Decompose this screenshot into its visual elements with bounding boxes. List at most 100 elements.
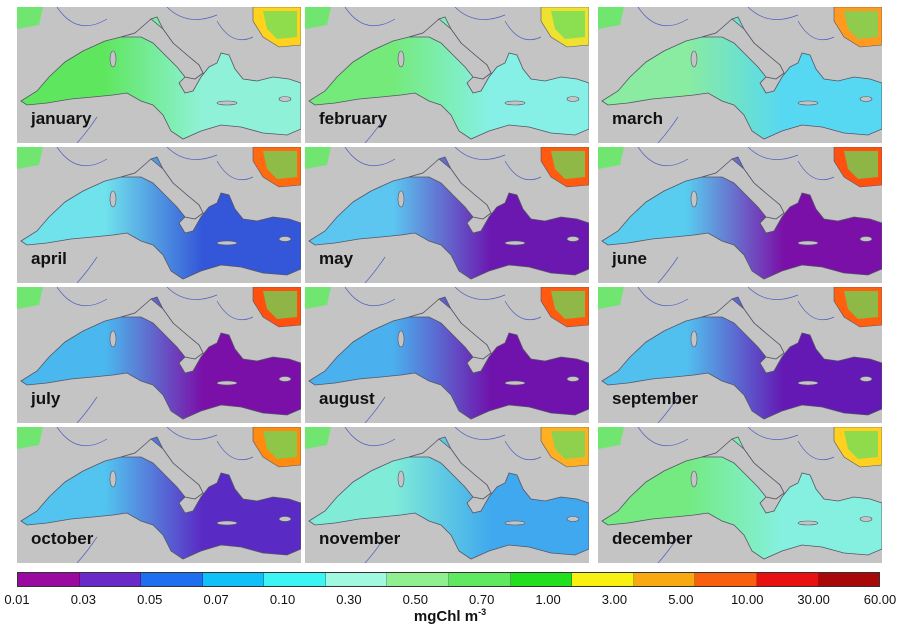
italy-landmass	[408, 158, 492, 220]
colorbar-segment	[510, 573, 573, 586]
cyprus	[278, 516, 292, 522]
black-sea-interior	[844, 11, 878, 39]
corsica-sardinia	[690, 50, 698, 68]
map-panel-march: march	[598, 7, 882, 143]
atlantic-corner	[598, 147, 624, 169]
atlantic-corner	[17, 147, 43, 169]
italy-landmass	[120, 158, 204, 220]
colorbar-tick-label: 0.10	[269, 592, 296, 607]
colorbar-tick-label: 3.00	[601, 592, 628, 607]
colorbar-segment	[449, 573, 511, 586]
map-panel-january: january	[17, 7, 301, 143]
cyprus	[566, 96, 580, 102]
mediterranean-map	[17, 147, 301, 283]
colorbar-segment	[572, 573, 634, 586]
cyprus	[278, 236, 292, 242]
italy-landmass	[701, 18, 785, 80]
colorbar-segment	[633, 573, 696, 586]
cyprus	[566, 516, 580, 522]
atlantic-corner	[305, 427, 331, 449]
mediterranean-map	[17, 7, 301, 143]
colorbar-tick-label: 30.00	[797, 592, 830, 607]
colorbar-tick-label: 0.50	[402, 592, 428, 607]
crete	[504, 520, 526, 526]
black-sea-interior	[844, 291, 878, 319]
month-label: november	[319, 529, 401, 548]
rivers	[637, 7, 835, 143]
cyprus	[859, 376, 873, 382]
italy-landmass	[408, 298, 492, 360]
crete	[797, 240, 819, 246]
month-label: february	[319, 109, 388, 128]
colorbar-tick-label: 60.00	[863, 592, 897, 607]
mediterranean-map	[305, 427, 589, 563]
atlantic-corner	[17, 287, 43, 309]
black-sea-interior	[263, 431, 297, 459]
black-sea-interior	[263, 291, 297, 319]
corsica-sardinia	[397, 190, 405, 208]
month-label: october	[31, 529, 94, 548]
atlantic-corner	[598, 287, 624, 309]
map-panel-april: april	[17, 147, 301, 283]
month-label: may	[319, 249, 354, 268]
atlantic-corner	[305, 7, 331, 29]
colorbar-segment	[18, 573, 80, 586]
black-sea-interior	[844, 151, 878, 179]
corsica-sardinia	[397, 50, 405, 68]
cyprus	[278, 96, 292, 102]
black-sea-interior	[263, 11, 297, 39]
atlantic-corner	[598, 427, 624, 449]
colorbar-tick-label: 0.05	[137, 592, 163, 607]
black-sea-interior	[551, 291, 585, 319]
month-label: september	[612, 389, 698, 408]
colorbar-tick-label: 0.07	[203, 592, 229, 607]
corsica-sardinia	[109, 330, 117, 348]
corsica-sardinia	[690, 470, 698, 488]
corsica-sardinia	[397, 330, 405, 348]
colorbar-segment	[818, 573, 880, 586]
colorbar-tick-label: 0.30	[336, 592, 362, 607]
crete	[504, 240, 526, 246]
rivers	[344, 7, 542, 143]
black-sea-interior	[551, 151, 585, 179]
mediterranean-map	[305, 287, 589, 423]
cyprus	[859, 236, 873, 242]
rivers	[56, 427, 254, 563]
colorbar-tick-label: 0.70	[469, 592, 495, 607]
crete	[216, 380, 238, 386]
map-panel-august: august	[305, 287, 589, 423]
month-label: july	[31, 389, 61, 408]
corsica-sardinia	[109, 470, 117, 488]
month-label: june	[612, 249, 647, 268]
rivers	[637, 287, 835, 423]
month-label: january	[31, 109, 92, 128]
crete	[797, 380, 819, 386]
map-panel-may: may	[305, 147, 589, 283]
map-panel-september: september	[598, 287, 882, 423]
black-sea-interior	[551, 431, 585, 459]
rivers	[344, 147, 542, 283]
crete	[797, 520, 819, 526]
map-panel-june: june	[598, 147, 882, 283]
italy-landmass	[701, 438, 785, 500]
cyprus	[566, 236, 580, 242]
month-label: august	[319, 389, 375, 408]
corsica-sardinia	[397, 470, 405, 488]
corsica-sardinia	[690, 330, 698, 348]
crete	[216, 520, 238, 526]
mediterranean-map	[598, 147, 882, 283]
mediterranean-map	[17, 287, 301, 423]
cyprus	[859, 96, 873, 102]
rivers	[56, 7, 254, 143]
rivers	[637, 427, 835, 563]
colorbar-tick-label: 0.03	[70, 592, 97, 607]
cyprus	[278, 376, 292, 382]
cyprus	[859, 516, 873, 522]
crete	[504, 100, 526, 106]
italy-landmass	[408, 438, 492, 500]
cyprus	[566, 376, 580, 382]
rivers	[56, 147, 254, 283]
colorbar-unit-label: mgChl m-3	[413, 607, 487, 625]
map-panel-july: july	[17, 287, 301, 423]
map-panel-november: november	[305, 427, 589, 563]
